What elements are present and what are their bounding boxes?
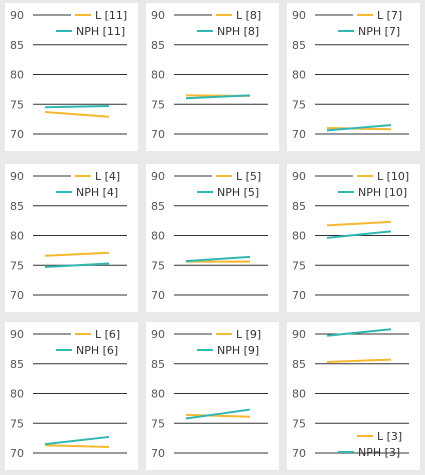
y-tick-label: 70	[10, 289, 24, 302]
legend-label: L [4]	[95, 170, 120, 183]
series-line-l	[44, 251, 110, 257]
series-line-nph	[185, 408, 251, 420]
chart-svg: 90 85 80 75 70 L [9] NPH [9]	[151, 328, 268, 460]
chart-svg: 90 85 80 75 70 L [10] NPH [10]	[292, 170, 409, 302]
series-line-l	[185, 413, 251, 418]
chart-panel: 90 85 80 75 70 L [4] NPH [4]	[5, 164, 138, 312]
legend-label: L [3]	[377, 430, 402, 443]
legend-label: NPH [5]	[217, 186, 259, 199]
y-tick-label: 80	[292, 69, 306, 82]
y-tick-label: 80	[151, 69, 165, 82]
y-tick-label: 80	[292, 388, 306, 401]
chart-svg: 90 85 80 75 70 L [6] NPH [6]	[10, 328, 127, 460]
series-line-nph	[185, 255, 251, 263]
legend-label: NPH [6]	[76, 344, 118, 357]
series-line-nph	[44, 435, 110, 446]
y-tick-label: 75	[151, 98, 165, 111]
chart-panel: 90 85 80 75 70 L [10] NPH [10]	[287, 164, 420, 312]
y-tick-label: 70	[292, 289, 306, 302]
y-tick-label: 75	[10, 259, 24, 272]
series-line-nph	[44, 262, 110, 269]
chart-svg: 90 85 80 75 70 L [3] NPH [3]	[292, 328, 409, 460]
chart-panel: 90 85 80 75 70 L [6] NPH [6]	[5, 322, 138, 470]
y-tick-label: 85	[151, 200, 165, 213]
y-tick-label: 90	[151, 170, 165, 183]
legend-label: L [10]	[377, 170, 409, 183]
chart-panel: 90 85 80 75 70 L [8] NPH [8]	[146, 3, 279, 151]
series-line-nph	[326, 124, 392, 132]
y-tick-label: 70	[292, 447, 306, 460]
y-tick-label: 70	[151, 289, 165, 302]
y-tick-label: 75	[292, 417, 306, 430]
legend-label: L [11]	[95, 9, 127, 22]
y-tick-label: 70	[151, 447, 165, 460]
y-tick-label: 85	[292, 358, 306, 371]
series-line-l	[326, 220, 392, 227]
y-tick-label: 85	[292, 39, 306, 52]
chart-svg: 90 85 80 75 70 L [8] NPH [8]	[151, 9, 268, 141]
y-tick-label: 90	[10, 328, 24, 341]
y-tick-label: 80	[10, 230, 24, 243]
y-tick-label: 70	[10, 447, 24, 460]
y-tick-label: 80	[151, 230, 165, 243]
chart-panel: 90 85 80 75 70 L [5] NPH [5]	[146, 164, 279, 312]
series-line-nph	[326, 230, 392, 239]
y-tick-label: 90	[292, 9, 306, 22]
legend-label: NPH [8]	[217, 25, 259, 38]
y-tick-label: 80	[10, 388, 24, 401]
series-line-nph	[326, 328, 392, 337]
series-line-l	[44, 110, 110, 118]
y-tick-label: 85	[151, 39, 165, 52]
series-line-l	[44, 444, 110, 449]
series-line-nph	[185, 94, 251, 100]
chart-panel: 90 85 80 75 70 L [11] NPH [11]	[5, 3, 138, 151]
y-tick-label: 75	[10, 98, 24, 111]
legend-label: L [6]	[95, 328, 120, 341]
y-tick-label: 70	[151, 128, 165, 141]
legend-label: NPH [11]	[76, 25, 125, 38]
y-tick-label: 70	[292, 128, 306, 141]
legend-label: NPH [7]	[358, 25, 400, 38]
y-tick-label: 90	[292, 170, 306, 183]
legend-label: L [9]	[236, 328, 261, 341]
y-tick-label: 75	[151, 259, 165, 272]
chart-svg: 90 85 80 75 70 L [11] NPH [11]	[10, 9, 127, 141]
y-tick-label: 75	[151, 417, 165, 430]
y-tick-label: 80	[292, 230, 306, 243]
y-tick-label: 75	[292, 98, 306, 111]
chart-svg: 90 85 80 75 70 L [5] NPH [5]	[151, 170, 268, 302]
legend-label: NPH [10]	[358, 186, 407, 199]
legend-label: NPH [3]	[358, 446, 400, 459]
y-tick-label: 90	[10, 170, 24, 183]
y-tick-label: 85	[10, 200, 24, 213]
chart-panel: 90 85 80 75 70 L [7] NPH [7]	[287, 3, 420, 151]
legend-label: NPH [9]	[217, 344, 259, 357]
y-tick-label: 85	[292, 200, 306, 213]
y-tick-label: 90	[151, 328, 165, 341]
y-tick-label: 70	[10, 128, 24, 141]
legend-label: L [8]	[236, 9, 261, 22]
y-tick-label: 85	[10, 358, 24, 371]
chart-svg: 90 85 80 75 70 L [7] NPH [7]	[292, 9, 409, 141]
chart-panel: 90 85 80 75 70 L [9] NPH [9]	[146, 322, 279, 470]
y-tick-label: 90	[292, 328, 306, 341]
series-line-l	[326, 358, 392, 363]
y-tick-label: 85	[10, 39, 24, 52]
legend-label: L [5]	[236, 170, 261, 183]
y-tick-label: 80	[151, 388, 165, 401]
chart-svg: 90 85 80 75 70 L [4] NPH [4]	[10, 170, 127, 302]
y-tick-label: 75	[292, 259, 306, 272]
series-line-nph	[44, 105, 110, 109]
y-tick-label: 90	[151, 9, 165, 22]
y-tick-label: 90	[10, 9, 24, 22]
y-tick-label: 80	[10, 69, 24, 82]
legend-label: L [7]	[377, 9, 402, 22]
legend-label: NPH [4]	[76, 186, 118, 199]
y-tick-label: 85	[151, 358, 165, 371]
chart-panel: 90 85 80 75 70 L [3] NPH [3]	[287, 322, 420, 470]
y-tick-label: 75	[10, 417, 24, 430]
